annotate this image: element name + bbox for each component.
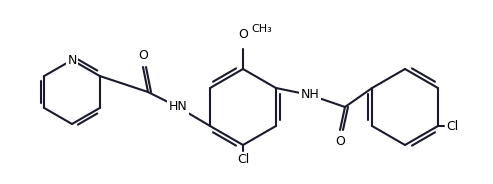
Text: Cl: Cl: [237, 153, 249, 166]
Text: Cl: Cl: [446, 119, 458, 132]
Text: N: N: [68, 54, 77, 66]
Text: O: O: [138, 49, 148, 62]
Text: O: O: [335, 135, 345, 148]
Text: CH₃: CH₃: [251, 24, 272, 34]
Text: O: O: [238, 28, 248, 41]
Text: HN: HN: [169, 100, 187, 114]
Text: NH: NH: [301, 89, 319, 102]
